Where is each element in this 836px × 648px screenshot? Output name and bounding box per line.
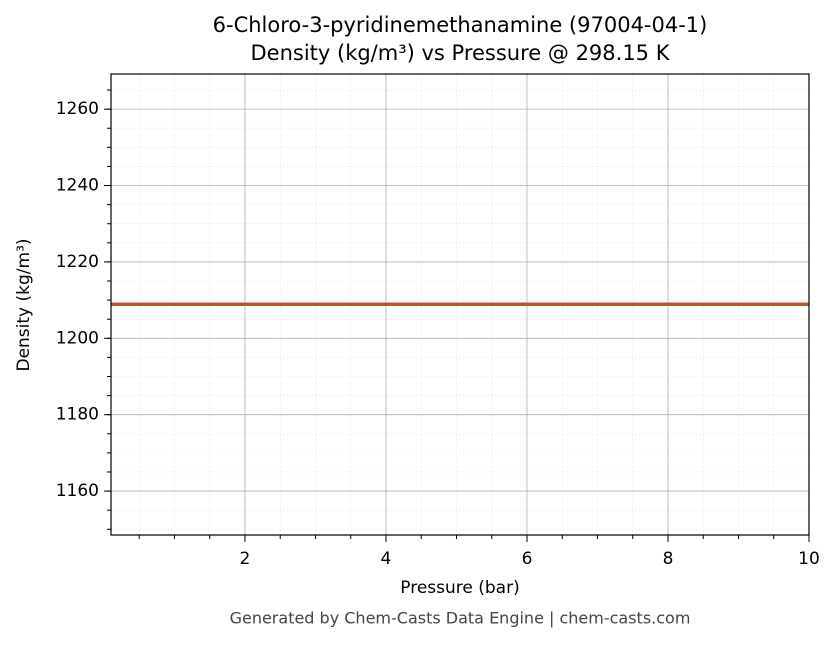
chart-title: 6-Chloro-3-pyridinemethanamine (97004-04… <box>213 13 708 37</box>
y-tick-label: 1260 <box>56 99 99 119</box>
plot-frame <box>110 73 810 536</box>
y-tick-label: 1200 <box>56 328 99 348</box>
x-tick-label: 2 <box>240 549 251 569</box>
y-tick-label: 1160 <box>56 481 99 501</box>
chart-subtitle: Density (kg/m³) vs Pressure @ 298.15 K <box>250 41 670 65</box>
y-tick-label: 1220 <box>56 252 99 272</box>
x-axis-label: Pressure (bar) <box>400 578 519 598</box>
y-axis-label: Density (kg/m³) <box>14 238 34 371</box>
footer: Generated by Chem-Casts Data Engine | ch… <box>230 609 691 628</box>
y-tick-label: 1180 <box>56 405 99 425</box>
x-tick-label: 6 <box>522 549 533 569</box>
y-tick-label: 1240 <box>56 176 99 196</box>
x-tick-label: 8 <box>663 549 674 569</box>
x-tick-label: 10 <box>798 549 820 569</box>
x-tick-label: 4 <box>381 549 392 569</box>
